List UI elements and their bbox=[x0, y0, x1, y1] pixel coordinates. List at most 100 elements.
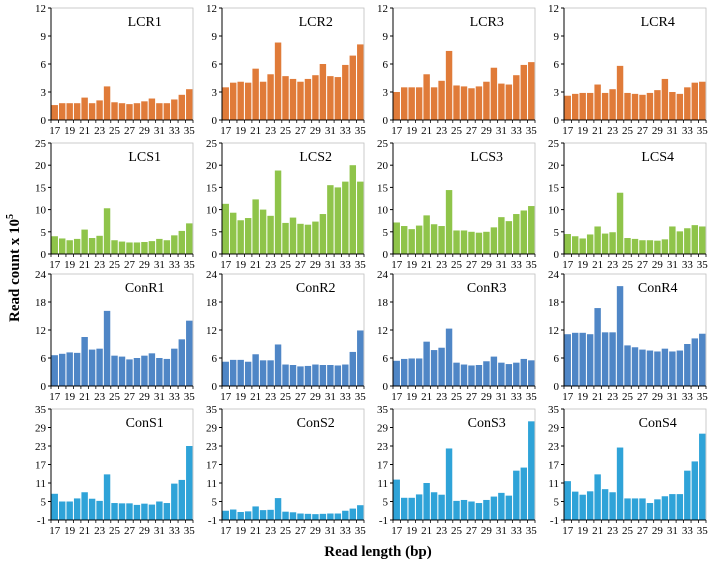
bar-cons1-32 bbox=[163, 503, 171, 520]
panel-lcr2: 0 3 6 9 12 17 19 21 23 25 27 29 31 33 35 LCR2 bbox=[206, 3, 366, 137]
bar-lcs1-31 bbox=[156, 238, 163, 254]
bar-conr3-33 bbox=[513, 362, 520, 386]
bar-lcs1-30 bbox=[148, 241, 156, 254]
bar-lcs1-27 bbox=[126, 242, 133, 254]
x-tick-label: 29 bbox=[139, 125, 151, 137]
bar-lcr2-35 bbox=[357, 44, 364, 120]
y-tick-label: 5 bbox=[41, 497, 47, 509]
y-tick-label: 23 bbox=[206, 441, 218, 453]
x-tick-label: 25 bbox=[109, 259, 121, 271]
bar-lcr1-31 bbox=[156, 103, 163, 120]
bar-cons3-24 bbox=[445, 448, 453, 520]
y-tick-label: 24 bbox=[35, 269, 47, 281]
x-tick-label: 23 bbox=[436, 259, 448, 271]
x-tick-label: 29 bbox=[652, 259, 664, 271]
bar-lcr2-23 bbox=[267, 74, 274, 120]
x-tick-label: 25 bbox=[109, 391, 121, 403]
bar-cons1-33 bbox=[171, 483, 178, 520]
bar-lcs2-18 bbox=[230, 212, 237, 254]
panel-title: ConR2 bbox=[296, 281, 336, 296]
bar-lcs2-21 bbox=[252, 199, 259, 254]
bar-lcs3-18 bbox=[401, 226, 408, 254]
bar-lcr3-30 bbox=[490, 67, 498, 120]
bar-lcr2-26 bbox=[289, 78, 297, 120]
x-tick-label: 25 bbox=[622, 125, 634, 137]
x-tick-label: 35 bbox=[355, 391, 367, 403]
bar-lcr2-31 bbox=[327, 76, 334, 120]
x-tick-label: 35 bbox=[697, 259, 709, 271]
x-tick-label: 25 bbox=[280, 259, 292, 271]
bar-lcr2-33 bbox=[342, 64, 349, 120]
bar-conr2-17 bbox=[222, 361, 229, 386]
y-tick-label: 9 bbox=[41, 31, 47, 43]
bar-lcr3-26 bbox=[460, 86, 468, 120]
y-tick-label: 29 bbox=[35, 423, 47, 435]
bar-cons2-18 bbox=[230, 509, 237, 520]
bar-cons4-29 bbox=[654, 499, 661, 520]
x-tick-label: 35 bbox=[697, 391, 709, 403]
bar-lcs3-19 bbox=[408, 229, 415, 254]
y-tick-label: 5 bbox=[212, 227, 218, 239]
bar-lcs1-22 bbox=[88, 238, 96, 254]
x-tick-label: 33 bbox=[169, 525, 181, 537]
y-tick-label: 9 bbox=[212, 31, 218, 43]
bar-lcr4-21 bbox=[594, 84, 601, 120]
y-axis-title: Read count x 105 bbox=[5, 214, 23, 322]
bar-conr4-34 bbox=[691, 338, 699, 386]
bar-lcs1-28 bbox=[133, 242, 141, 254]
x-tick-label: 31 bbox=[496, 125, 507, 137]
bar-conr1-28 bbox=[133, 358, 141, 386]
x-tick-label: 21 bbox=[592, 125, 603, 137]
bar-lcr3-24 bbox=[445, 50, 453, 120]
bar-conr3-27 bbox=[468, 365, 475, 386]
bar-lcr1-18 bbox=[59, 103, 66, 120]
y-tick-label: 0 bbox=[383, 381, 389, 393]
panel-title: LCS3 bbox=[470, 150, 503, 165]
x-tick-label: 17 bbox=[49, 525, 61, 537]
bar-lcr3-19 bbox=[408, 87, 415, 120]
bar-conr4-19 bbox=[579, 332, 586, 386]
panel-title: LCR1 bbox=[128, 15, 162, 30]
x-tick-label: 29 bbox=[481, 125, 493, 137]
y-tick-label: 0 bbox=[41, 115, 47, 127]
y-tick-label: 5 bbox=[383, 497, 389, 509]
x-tick-label: 29 bbox=[652, 391, 664, 403]
bar-conr3-20 bbox=[415, 358, 423, 386]
panel-title: ConR1 bbox=[125, 281, 165, 296]
bar-lcs1-34 bbox=[178, 230, 186, 254]
x-tick-label: 19 bbox=[406, 391, 418, 403]
bar-cons1-24 bbox=[103, 474, 111, 520]
x-tick-label: 21 bbox=[250, 391, 261, 403]
bar-conr2-35 bbox=[357, 330, 364, 386]
y-tick-label: 25 bbox=[206, 138, 218, 150]
x-tick-label: 31 bbox=[496, 259, 507, 271]
bar-lcs1-29 bbox=[141, 242, 148, 254]
bar-conr4-31 bbox=[669, 351, 676, 386]
x-tick-label: 25 bbox=[451, 259, 463, 271]
panel-title: LCR4 bbox=[641, 15, 675, 30]
y-tick-label: 0 bbox=[212, 249, 218, 261]
bar-lcs3-17 bbox=[393, 222, 400, 254]
bar-conr1-26 bbox=[118, 356, 126, 386]
bar-cons1-22 bbox=[88, 498, 96, 520]
y-tick-label: 6 bbox=[383, 59, 389, 71]
x-tick-label: 23 bbox=[436, 525, 448, 537]
x-tick-label: 19 bbox=[235, 259, 247, 271]
bar-lcs1-24 bbox=[103, 208, 111, 254]
x-tick-label: 23 bbox=[607, 259, 619, 271]
x-tick-label: 23 bbox=[436, 125, 448, 137]
bar-lcr3-18 bbox=[401, 87, 408, 120]
bar-lcs4-25 bbox=[624, 238, 631, 254]
x-tick-label: 23 bbox=[265, 525, 277, 537]
y-tick-label: 15 bbox=[548, 182, 560, 194]
x-tick-label: 31 bbox=[325, 525, 336, 537]
x-tick-label: 17 bbox=[562, 125, 574, 137]
bar-conr4-30 bbox=[661, 348, 669, 386]
bar-lcs3-23 bbox=[438, 226, 445, 254]
bar-lcs4-34 bbox=[691, 225, 699, 254]
bar-cons2-29 bbox=[312, 514, 319, 520]
bar-lcr3-28 bbox=[475, 86, 483, 120]
bar-conr1-33 bbox=[171, 348, 178, 386]
bar-lcr2-25 bbox=[282, 76, 289, 120]
